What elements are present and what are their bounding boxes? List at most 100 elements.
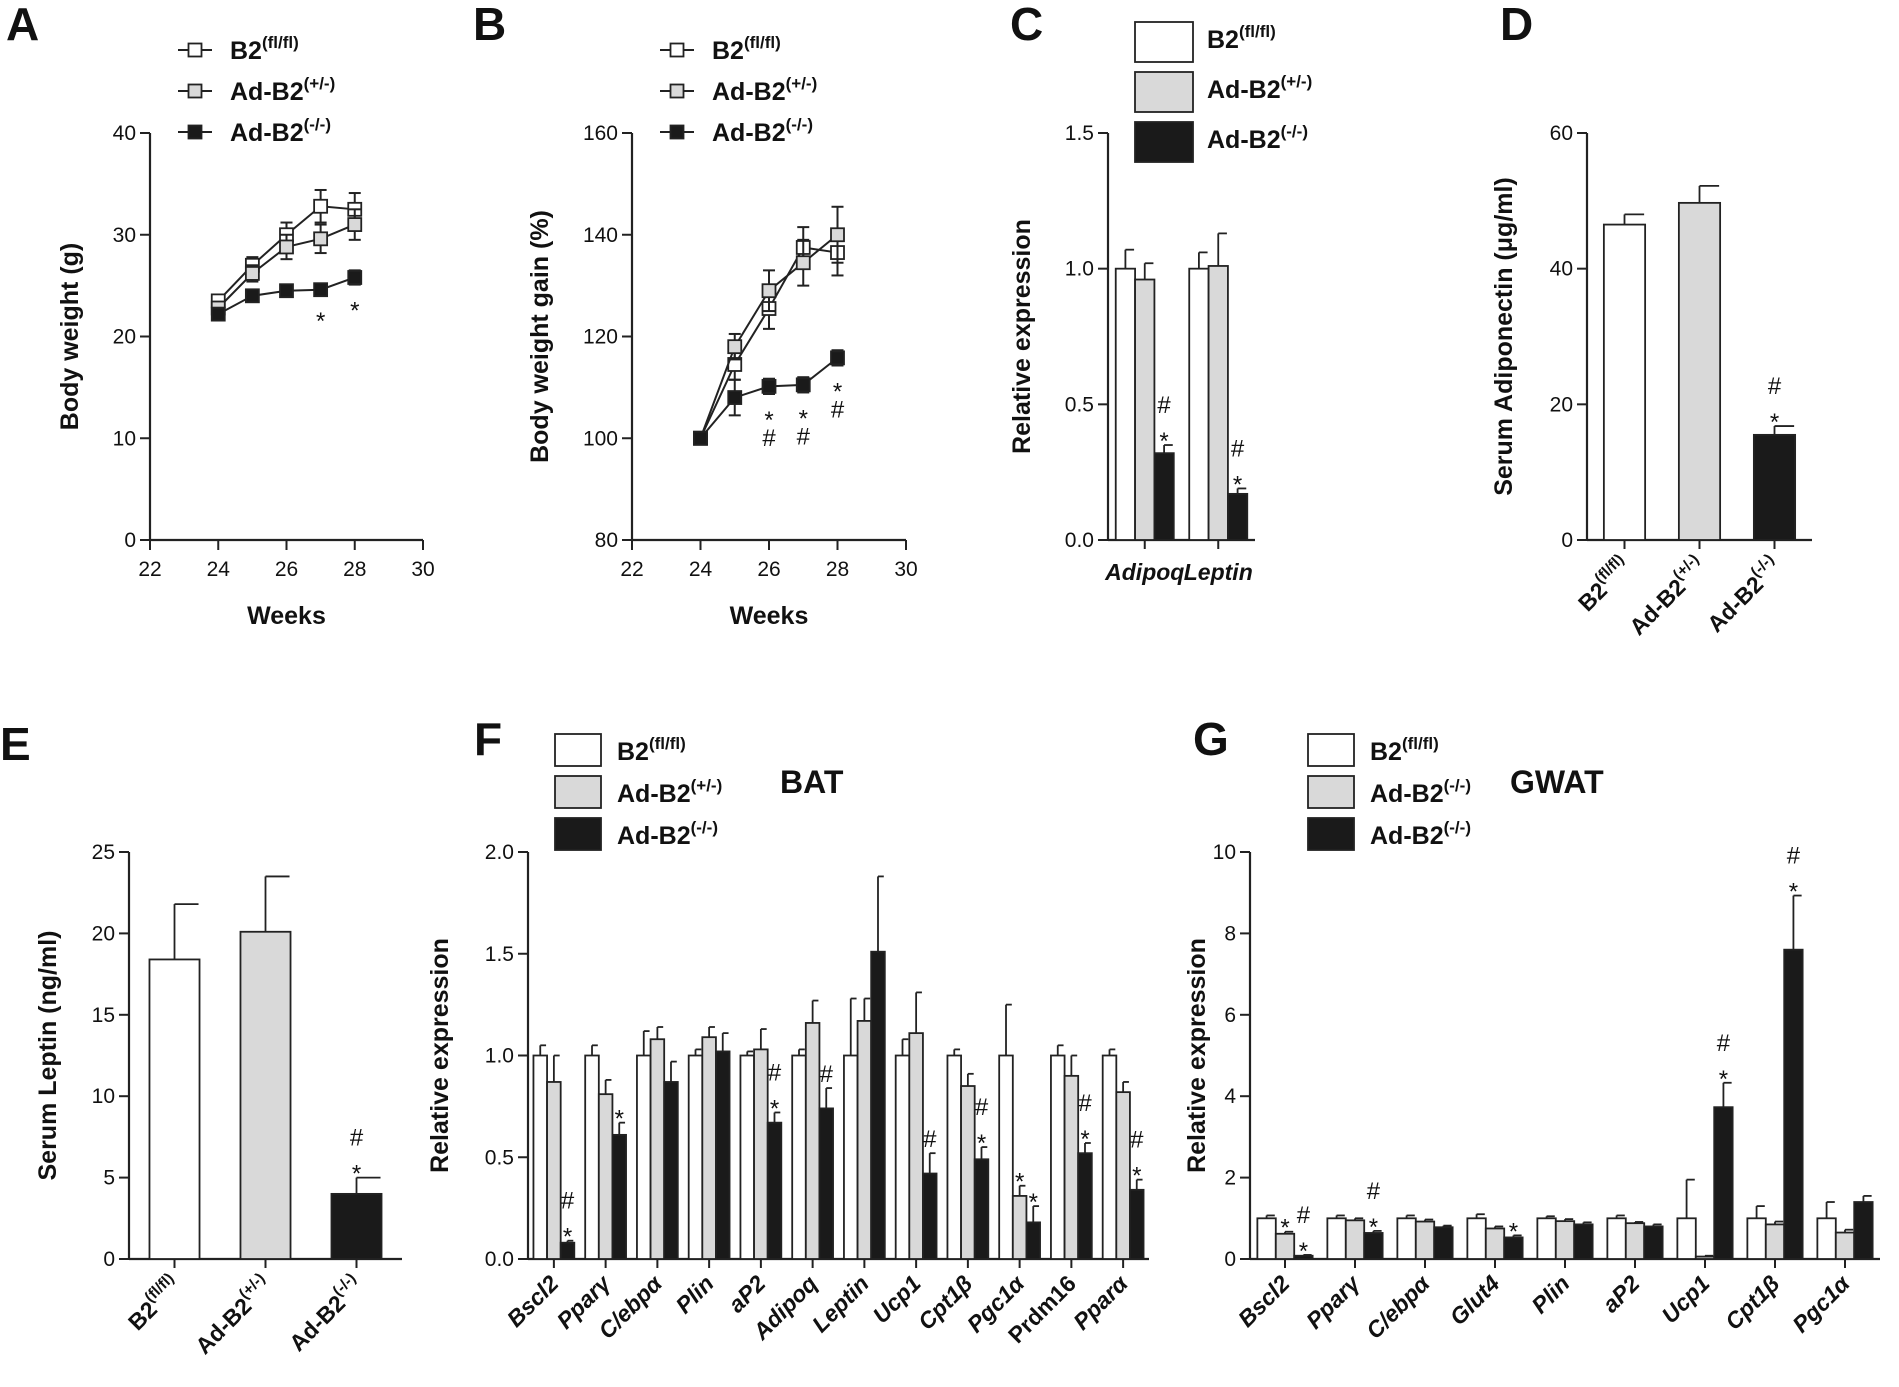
y-tick-label: 2.0 bbox=[485, 841, 514, 864]
y-tick-label: 120 bbox=[583, 326, 618, 349]
legend-label: Ad-B2(-/-) bbox=[1207, 122, 1308, 154]
bar bbox=[1256, 1217, 1277, 1260]
panel-label: F bbox=[474, 713, 502, 765]
bar bbox=[1227, 492, 1249, 541]
significance-hash: # bbox=[1297, 1202, 1311, 1229]
legend-label: Ad-B2(-/-) bbox=[1370, 818, 1471, 850]
significance-star: * bbox=[1789, 879, 1798, 906]
bar bbox=[1694, 1255, 1716, 1260]
significance-hash: # bbox=[797, 423, 811, 450]
significance-star: * bbox=[1159, 428, 1168, 455]
significance-star: * bbox=[1299, 1238, 1308, 1265]
x-category-label: B2(fl/fl) bbox=[1571, 551, 1636, 616]
legend-label: B2(fl/fl) bbox=[1207, 22, 1276, 54]
legend-marker bbox=[187, 83, 203, 99]
significance-hash: # bbox=[561, 1188, 575, 1215]
bar bbox=[1834, 1231, 1856, 1260]
y-tick-label: 0 bbox=[1224, 1248, 1236, 1271]
legend: B2(fl/fl) Ad-B2(+/-) Ad-B2(-/-) bbox=[178, 33, 335, 147]
series-2 bbox=[210, 269, 363, 322]
legend-marker bbox=[187, 124, 203, 140]
y-tick-label: 40 bbox=[1550, 258, 1573, 281]
bar bbox=[597, 1093, 614, 1260]
legend-swatch bbox=[1307, 817, 1355, 851]
bar bbox=[701, 1036, 717, 1260]
panel-g: G 0 2 4 6 8 10 Relative expression Bscl2 PparγC/e… bbox=[1183, 713, 1880, 1344]
legend-label: B2(fl/fl) bbox=[1370, 734, 1439, 766]
data-point bbox=[727, 390, 743, 405]
bar bbox=[636, 1054, 652, 1260]
data-point bbox=[761, 283, 777, 299]
bar bbox=[1063, 1074, 1080, 1260]
x-axis-label: Weeks bbox=[730, 602, 809, 630]
bar bbox=[1134, 278, 1156, 541]
y-tick-label: 0 bbox=[103, 1248, 115, 1271]
bar bbox=[1025, 1221, 1041, 1260]
data-point bbox=[244, 288, 260, 304]
y-tick-label: 10 bbox=[113, 427, 136, 450]
panel-label: D bbox=[1500, 0, 1533, 50]
legend-marker bbox=[669, 124, 685, 140]
y-axis-label: Relative expression bbox=[426, 938, 454, 1173]
bar bbox=[922, 1172, 938, 1260]
data-point bbox=[279, 239, 294, 255]
bar bbox=[1414, 1220, 1436, 1260]
y-tick-label: 100 bbox=[583, 427, 618, 450]
significance-star: * bbox=[1509, 1218, 1518, 1245]
legend-marker bbox=[187, 42, 203, 58]
bar bbox=[1764, 1223, 1786, 1260]
y-axis-label: Serum Leptin (ng/ml) bbox=[34, 931, 62, 1181]
bar bbox=[946, 1054, 962, 1260]
x-tick-label: 30 bbox=[411, 558, 434, 581]
data-point bbox=[830, 350, 845, 366]
bar bbox=[1606, 1217, 1627, 1260]
legend-label: Ad-B2(+/-) bbox=[1207, 72, 1312, 104]
x-tick-label: 26 bbox=[757, 558, 780, 581]
x-tick-label: 26 bbox=[275, 558, 298, 581]
y-tick-label: 0.5 bbox=[485, 1146, 514, 1169]
legend-label: Ad-B2(-/-) bbox=[1370, 776, 1471, 808]
bar bbox=[894, 1054, 911, 1260]
panel-label: G bbox=[1193, 713, 1229, 765]
significance-hash: # bbox=[768, 1059, 782, 1086]
bar bbox=[791, 1054, 807, 1260]
y-tick-label: 40 bbox=[113, 122, 136, 145]
chart-title: GWAT bbox=[1510, 764, 1604, 800]
significance-hash: # bbox=[1231, 435, 1245, 462]
legend-label: Ad-B2(+/-) bbox=[230, 74, 335, 106]
bar bbox=[1643, 1225, 1664, 1260]
bar bbox=[1677, 201, 1722, 541]
bar bbox=[753, 1048, 769, 1260]
bar bbox=[1326, 1217, 1347, 1260]
legend-marker bbox=[669, 83, 685, 99]
y-tick-label: 0 bbox=[1561, 529, 1573, 552]
data-point bbox=[313, 198, 329, 214]
bar bbox=[960, 1085, 976, 1260]
x-axis-label: Weeks bbox=[247, 602, 326, 630]
bar bbox=[1396, 1217, 1417, 1260]
legend-swatch bbox=[1134, 21, 1194, 63]
legend-swatch bbox=[1134, 121, 1194, 163]
panel-e: E 0 5 10 15 20 25 Serum Leptin (ng/ml) B2(fl/fl)… bbox=[0, 718, 402, 1359]
data-point bbox=[761, 378, 777, 394]
significance-hash: # bbox=[1717, 1030, 1731, 1057]
bar bbox=[1207, 265, 1229, 541]
data-point bbox=[727, 339, 743, 355]
data-point bbox=[347, 270, 363, 285]
legend-label: Ad-B2(-/-) bbox=[617, 818, 718, 850]
bar bbox=[908, 1032, 924, 1260]
significance-star: * bbox=[1132, 1163, 1141, 1190]
y-tick-label: 80 bbox=[595, 529, 618, 552]
y-tick-label: 0.0 bbox=[485, 1248, 514, 1271]
x-category-label: Pparγ bbox=[1301, 1269, 1365, 1333]
x-category-label: Ucp1 bbox=[1656, 1270, 1714, 1328]
y-tick-label: 8 bbox=[1224, 922, 1236, 945]
legend: B2(fl/fl) Ad-B2(+/-) Ad-B2(-/-) bbox=[1134, 21, 1312, 163]
significance-star: * bbox=[764, 407, 773, 434]
y-axis-label: Relative expression bbox=[1008, 219, 1036, 454]
legend-swatch bbox=[1134, 71, 1194, 113]
bar bbox=[687, 1054, 704, 1260]
y-tick-label: 1.0 bbox=[485, 1045, 514, 1068]
bar bbox=[998, 1054, 1014, 1260]
bar bbox=[870, 950, 886, 1260]
